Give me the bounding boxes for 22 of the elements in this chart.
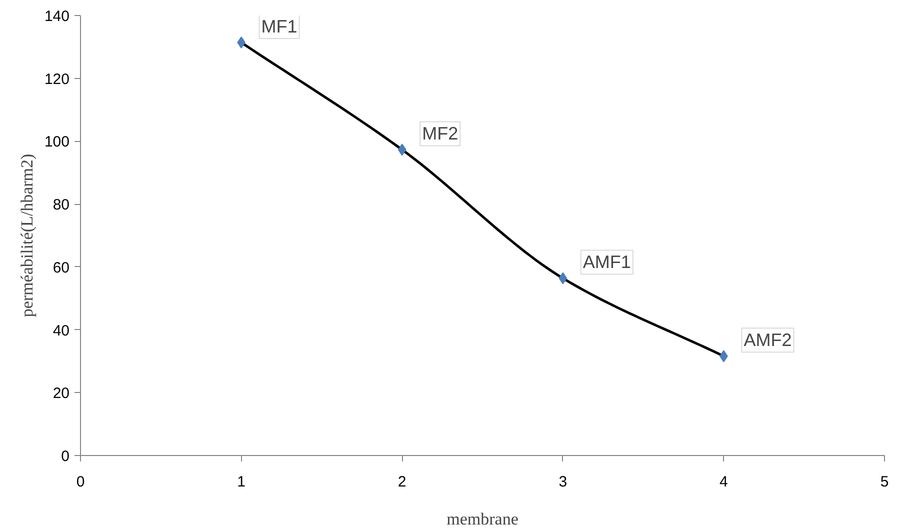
- annotation: MF1: [261, 16, 298, 37]
- x-tick-label: 3: [558, 474, 568, 490]
- annotation: AMF1: [582, 252, 631, 272]
- y-tick-label: 120: [44, 70, 70, 88]
- y-axis-title: perméabilité(L/hbarm2): [17, 154, 36, 318]
- annotation: AMF2: [744, 330, 792, 350]
- x-axis-title: membrane: [446, 510, 518, 528]
- y-tick-label: 80: [52, 196, 70, 214]
- x-tick-label: 1: [237, 474, 246, 490]
- point: [398, 144, 406, 156]
- x-tick-label: 2: [398, 474, 406, 490]
- y-tick-label: 60: [52, 259, 70, 276]
- y-tick-label: 20: [52, 385, 70, 402]
- x-tick-label: 0: [76, 474, 85, 490]
- point: [558, 272, 568, 284]
- x-tick-label: 5: [880, 474, 889, 490]
- y-tick-label: 140: [44, 8, 70, 25]
- x-tick-label: 4: [720, 474, 728, 490]
- y-tick-label: 100: [44, 134, 70, 151]
- y-tick-label: 0: [61, 448, 70, 465]
- annotation: MF2: [422, 124, 458, 144]
- y-tick-label: 40: [52, 322, 70, 340]
